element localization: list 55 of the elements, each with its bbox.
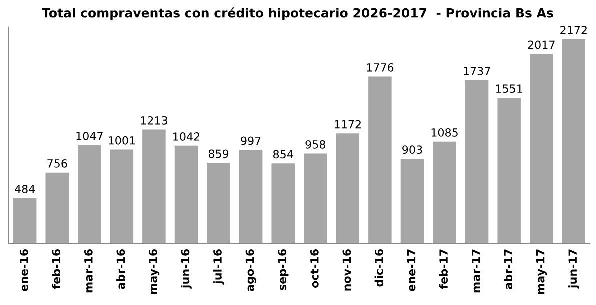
x-tick-label: sep-16 — [278, 249, 289, 290]
x-tick-label: jul-16 — [213, 249, 224, 285]
data-label: 2017 — [528, 40, 555, 50]
data-label: 1085 — [432, 128, 458, 137]
x-tick-label: abr-17 — [504, 250, 513, 290]
x-tick-label: feb-16 — [52, 249, 61, 290]
x-tick-label: mar-17 — [472, 250, 480, 293]
bar — [239, 150, 263, 244]
x-tick-label: may-17 — [536, 250, 547, 294]
bar — [562, 40, 586, 244]
bar — [498, 98, 521, 244]
x-tick-label: mar-16 — [84, 249, 93, 293]
bar — [304, 154, 328, 244]
bar — [465, 80, 489, 244]
data-label: 1776 — [367, 63, 394, 72]
x-tick-label: oct-16 — [310, 249, 319, 288]
bar — [207, 163, 230, 244]
bar — [13, 198, 37, 244]
data-label: 2172 — [560, 26, 587, 34]
x-tick-label: ene-16 — [20, 249, 28, 292]
x-tick-label: abr-16 — [116, 249, 126, 290]
bar — [433, 142, 456, 244]
bar — [110, 150, 134, 244]
chart-title: Total compraventas con crédito hipotecario 2026-2017 - Provincia Bs As — [42, 8, 554, 20]
data-label: 484 — [15, 185, 36, 194]
x-tick-label: jun-16 — [181, 249, 192, 289]
data-label: 1042 — [174, 132, 200, 141]
data-label: 1047 — [76, 132, 103, 140]
data-label: 756 — [48, 159, 68, 168]
data-label: 1001 — [109, 136, 136, 145]
data-label: 1172 — [334, 120, 361, 129]
data-label: 1213 — [141, 116, 168, 125]
data-label: 854 — [274, 150, 294, 159]
data-label: 903 — [402, 146, 422, 154]
x-tick-label: dic-16 — [374, 249, 384, 287]
x-tick-label: may-16 — [148, 249, 160, 294]
bar — [400, 158, 424, 244]
data-label: 1551 — [496, 84, 522, 94]
bar — [272, 164, 295, 244]
x-tick-label: nov-16 — [342, 249, 352, 291]
x-tick-label: feb-17 — [439, 250, 448, 290]
x-tick-label: jun-17 — [568, 250, 580, 289]
x-tick-label: ene-17 — [407, 250, 416, 292]
bar — [78, 145, 102, 244]
bar — [336, 134, 360, 244]
bar — [530, 54, 554, 244]
x-tick-label: ago-16 — [246, 249, 256, 292]
data-label: 997 — [241, 136, 261, 146]
data-label: 958 — [306, 140, 326, 149]
data-label: 1737 — [464, 67, 490, 76]
bar — [142, 130, 166, 244]
bar — [46, 172, 69, 244]
bar — [174, 146, 198, 244]
data-label: 859 — [208, 150, 229, 158]
bar — [368, 76, 392, 244]
